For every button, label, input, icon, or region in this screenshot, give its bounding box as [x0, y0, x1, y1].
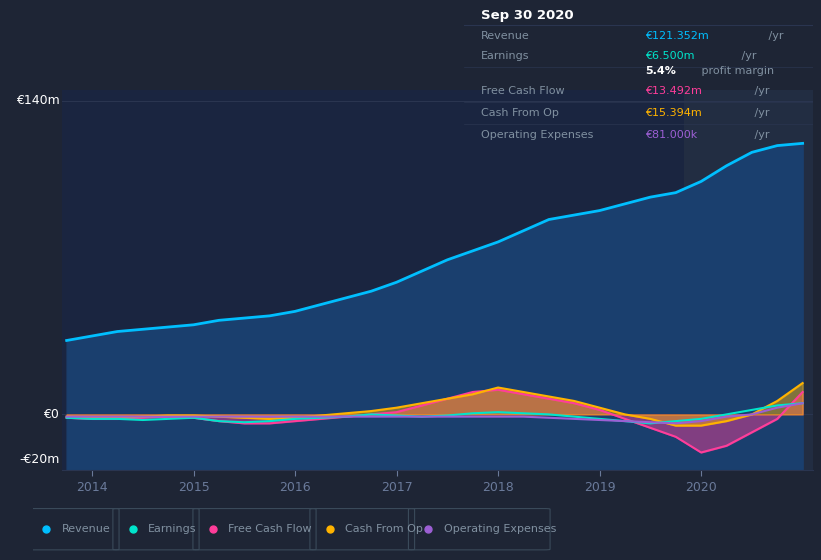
- Text: Free Cash Flow: Free Cash Flow: [481, 86, 565, 96]
- Text: Revenue: Revenue: [62, 524, 111, 534]
- Text: €15.394m: €15.394m: [645, 108, 702, 118]
- Text: /yr: /yr: [764, 31, 783, 41]
- Text: €140m: €140m: [16, 94, 59, 108]
- Text: /yr: /yr: [751, 108, 770, 118]
- Text: Revenue: Revenue: [481, 31, 530, 41]
- Text: profit margin: profit margin: [699, 66, 774, 76]
- Text: €13.492m: €13.492m: [645, 86, 702, 96]
- Text: €6.500m: €6.500m: [645, 52, 695, 62]
- Text: Earnings: Earnings: [148, 524, 196, 534]
- Text: Cash From Op: Cash From Op: [345, 524, 423, 534]
- Text: Cash From Op: Cash From Op: [481, 108, 559, 118]
- Text: Earnings: Earnings: [481, 52, 530, 62]
- Text: 5.4%: 5.4%: [645, 66, 677, 76]
- Text: Operating Expenses: Operating Expenses: [481, 130, 594, 140]
- Text: /yr: /yr: [738, 52, 757, 62]
- Text: Operating Expenses: Operating Expenses: [443, 524, 556, 534]
- Text: Free Cash Flow: Free Cash Flow: [228, 524, 312, 534]
- Text: -€20m: -€20m: [19, 452, 59, 466]
- Text: €121.352m: €121.352m: [645, 31, 709, 41]
- Bar: [684, 90, 813, 470]
- Text: /yr: /yr: [751, 86, 770, 96]
- Text: €0: €0: [44, 408, 59, 421]
- Text: /yr: /yr: [751, 130, 770, 140]
- Text: Sep 30 2020: Sep 30 2020: [481, 10, 574, 22]
- Text: €81.000k: €81.000k: [645, 130, 698, 140]
